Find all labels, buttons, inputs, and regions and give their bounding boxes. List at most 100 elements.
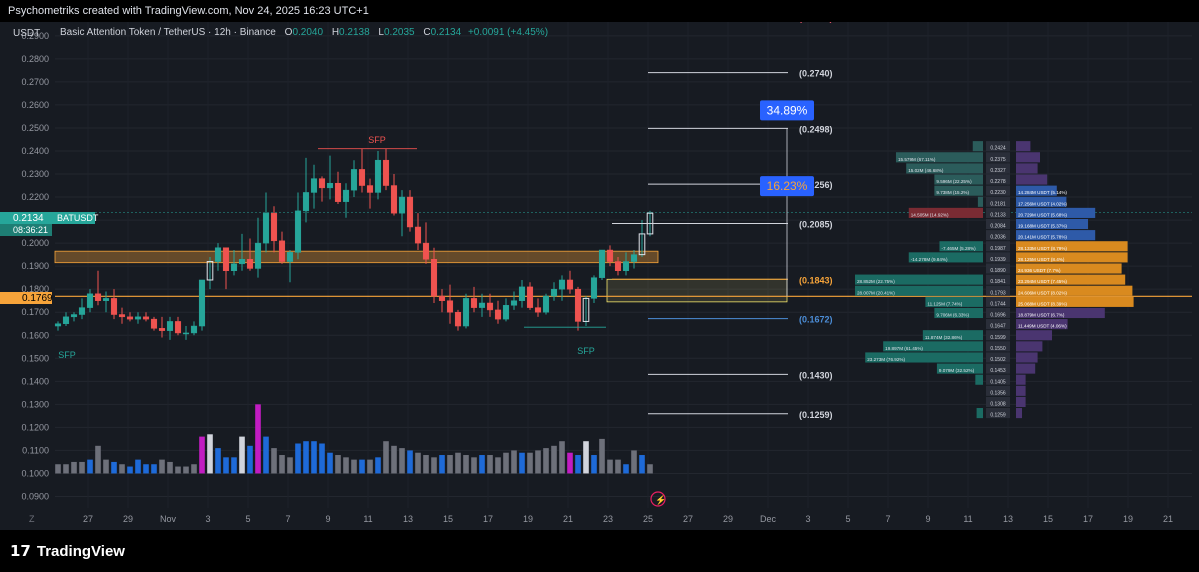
volume-bar xyxy=(311,441,317,474)
x-tick-label: Nov xyxy=(160,514,177,524)
ob-price-cell xyxy=(986,341,1010,352)
ob-ask-bar xyxy=(1016,307,1105,319)
ob-price-cell xyxy=(986,352,1010,363)
volume-bar xyxy=(423,455,429,474)
ob-ask-bar xyxy=(1016,263,1122,274)
x-tick-label: 11 xyxy=(963,514,972,524)
ob-price-label: 0.2278 xyxy=(990,179,1006,185)
ob-price-cell xyxy=(986,319,1010,330)
c-label: C xyxy=(423,27,430,38)
event-icon[interactable] xyxy=(650,491,666,507)
x-tick-label: Dec xyxy=(760,514,777,524)
ob-price-cell xyxy=(986,274,1010,285)
volume-bar xyxy=(415,452,421,474)
target-label: 16.23% xyxy=(767,179,808,193)
ob-ask-label: 11.449M USDT (4.06%) xyxy=(1018,324,1067,329)
candle-body xyxy=(638,233,646,256)
ob-ask-label: 24.606M USDT (8.02%) xyxy=(1018,290,1067,295)
ob-ask-label: 20.141M USDT (5.78%) xyxy=(1018,235,1067,240)
tradingview-logo[interactable]: 𝟭𝟳 TradingView xyxy=(10,542,125,560)
candlestick-chart[interactable]: 0.2900 0.2800 0.2700 0.2600 0.2500 0.2400 0.23… xyxy=(0,13,1199,530)
z-label[interactable]: Z xyxy=(29,514,35,524)
ob-price-cell xyxy=(986,141,1010,152)
candle-body xyxy=(222,247,230,272)
ob-price-cell xyxy=(986,152,1010,163)
ob-price-cell xyxy=(986,285,1010,296)
volume-bar xyxy=(79,461,85,474)
ob-bid-bar xyxy=(855,285,983,296)
candle-body xyxy=(622,261,630,272)
candle-body xyxy=(526,286,534,308)
price-axis[interactable]: 0.2900 0.2800 0.2700 0.2600 0.2500 0.2400 0.23… xyxy=(21,31,49,502)
ob-bid-bar xyxy=(895,152,983,163)
zones xyxy=(54,211,1192,303)
x-tick-label: 29 xyxy=(723,514,733,524)
candle-body xyxy=(398,196,406,214)
y-tick-label: 0.1000 xyxy=(21,468,49,478)
candle-body xyxy=(518,286,526,301)
candle-body xyxy=(326,182,334,189)
target-label: 34.89% xyxy=(767,103,808,117)
volume-bar xyxy=(351,459,357,474)
volume-bar xyxy=(639,455,645,474)
ob-price-label: 0.2327 xyxy=(990,168,1006,174)
time-axis[interactable]: 27 29 Nov 3 5 7 9 11 13 15 17 19 21 23 25 27 29 Dec 3 5 7 9 11… xyxy=(83,514,1173,524)
ob-ask-bar xyxy=(1016,341,1043,352)
candle-body xyxy=(342,189,350,202)
y-tick-label: 0.1600 xyxy=(21,330,49,340)
volume-bar xyxy=(127,466,133,474)
y-tick-label: 0.2500 xyxy=(21,123,49,133)
y-tick-label: 0.2000 xyxy=(21,238,49,248)
volume-bar xyxy=(511,450,517,474)
y-tick-label: 0.0900 xyxy=(21,491,49,501)
candle-body xyxy=(550,288,558,297)
ob-price-label: 0.1890 xyxy=(990,268,1006,274)
ob-bid-label: 15.579M (67.11%) xyxy=(898,157,936,162)
volume-bar xyxy=(335,455,341,474)
sfp-label: SFP xyxy=(577,346,595,356)
target-badge xyxy=(760,176,814,197)
candle-body xyxy=(238,258,246,265)
candle-body xyxy=(214,247,222,262)
fib-level-label: (0.1672) xyxy=(799,315,833,325)
x-tick-label: 27 xyxy=(83,514,93,524)
ob-bid-label: 9.596M (22.25%) xyxy=(936,179,972,184)
volume-bar xyxy=(559,441,565,474)
volume-bar xyxy=(615,459,621,474)
fib-level-label: (0.1259) xyxy=(799,410,833,420)
candle-body xyxy=(422,242,430,260)
ob-price-label: 0.1793 xyxy=(990,290,1006,296)
ob-price-cell xyxy=(986,230,1010,241)
volume-bar xyxy=(551,445,557,474)
y-tick-label: 0.2300 xyxy=(21,169,49,179)
chart-area[interactable]: 0.2900 0.2800 0.2700 0.2600 0.2500 0.2400 0.23… xyxy=(0,13,1199,530)
y-tick-label: 0.1200 xyxy=(21,422,49,432)
c-value: 0.2134 xyxy=(431,27,462,38)
volume-bar xyxy=(207,434,213,474)
ob-ask-label: 28.125M USDT (8.4%) xyxy=(1018,257,1065,262)
ob-ask-bar xyxy=(1016,230,1096,241)
candle-body xyxy=(302,192,310,212)
resistance-zone xyxy=(54,250,659,264)
volume-bar xyxy=(631,450,637,474)
volume-bar xyxy=(575,455,581,474)
ob-bid-label: 23.273M (76.92%) xyxy=(867,357,905,362)
volume-bar xyxy=(151,464,157,474)
x-tick-label: 15 xyxy=(443,514,453,524)
volume-bar xyxy=(367,459,373,474)
ob-ask-bar xyxy=(1016,274,1126,285)
l-label: L xyxy=(378,27,384,38)
volume-bar xyxy=(463,455,469,474)
ob-price-cell xyxy=(986,330,1010,341)
y-tick-label: 0.1900 xyxy=(21,261,49,271)
symbol-legend: Basic Attention Token / TetherUS · 12h ·… xyxy=(60,27,548,38)
candle-body xyxy=(94,293,102,301)
tradingview-logo-icon: 𝟭𝟳 xyxy=(10,543,31,560)
fib-level-label: (0.2256) xyxy=(799,180,833,190)
volume-bar xyxy=(471,457,477,474)
volume-bar xyxy=(375,457,381,474)
ob-bid-bar xyxy=(925,296,983,307)
volume-bar xyxy=(247,445,253,474)
candle-body xyxy=(462,298,470,327)
ob-bid-label: 28.007M (20.41%) xyxy=(857,290,895,295)
